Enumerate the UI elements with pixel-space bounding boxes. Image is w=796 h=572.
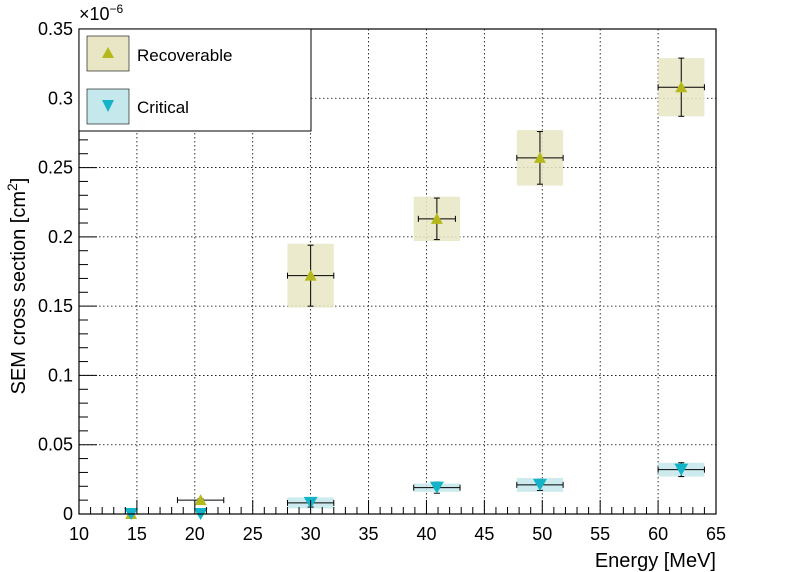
- y-axis-title-sup: 2: [4, 183, 20, 191]
- critical-data-point: [429, 481, 444, 494]
- y-tick-label: 0.1: [48, 365, 73, 385]
- x-tick-label: 30: [301, 524, 321, 544]
- x-tick-label: 20: [185, 524, 205, 544]
- recoverable-data-point: [430, 212, 443, 224]
- y-tick-label: 0.2: [48, 227, 73, 247]
- legend-label-critical: Critical: [137, 98, 189, 117]
- legend-marker-critical-icon: [102, 100, 114, 112]
- y-tick-label: 0.15: [38, 296, 73, 316]
- y-axis-title: SEM cross section [cm2]: [4, 178, 30, 395]
- legend-label-recoverable: Recoverable: [137, 46, 232, 65]
- x-tick-label: 65: [706, 524, 726, 544]
- legend-marker-recoverable-icon: [102, 47, 114, 58]
- x-tick-label: 35: [359, 524, 379, 544]
- axis-ticks: 10 15 20 25 30 35 40 45 50 55 60 65 0 0.05 0.1 0.15 0.2 0…: [38, 19, 726, 544]
- y-multiplier-base: ×10: [79, 4, 110, 24]
- x-tick-label: 15: [127, 524, 147, 544]
- x-tick-label: 60: [648, 524, 668, 544]
- x-tick-label: 10: [69, 524, 89, 544]
- y-tick-label: 0.35: [38, 19, 73, 39]
- uncertainty-bands: [287, 58, 705, 509]
- x-tick-label: 55: [590, 524, 610, 544]
- y-tick-label: 0: [63, 504, 73, 524]
- recoverable-data-point: [194, 494, 207, 506]
- x-tick-label: 45: [474, 524, 494, 544]
- y-multiplier: ×10−6: [79, 2, 124, 24]
- y-tick-label: 0.3: [48, 88, 73, 108]
- recoverable-data-point: [304, 269, 317, 281]
- x-axis-title: Energy [MeV]: [595, 550, 716, 572]
- data-markers: [124, 81, 689, 520]
- x-tick-label: 25: [243, 524, 263, 544]
- plot-frame: [78, 28, 717, 515]
- recoverable-data-point: [675, 81, 688, 93]
- critical-data-point: [532, 478, 547, 491]
- legend: Recoverable Critical: [78, 28, 312, 132]
- x-tick-label: 50: [532, 524, 552, 544]
- y-multiplier-exp: −6: [110, 2, 124, 16]
- y-axis-title-main: SEM cross section [cm: [8, 191, 30, 394]
- y-axis-title-end: ]: [8, 178, 30, 184]
- recoverable-data-point: [533, 151, 546, 163]
- x-tick-label: 40: [416, 524, 436, 544]
- y-tick-label: 0.05: [38, 435, 73, 455]
- critical-data-point: [674, 463, 689, 476]
- y-tick-label: 0.25: [38, 158, 73, 178]
